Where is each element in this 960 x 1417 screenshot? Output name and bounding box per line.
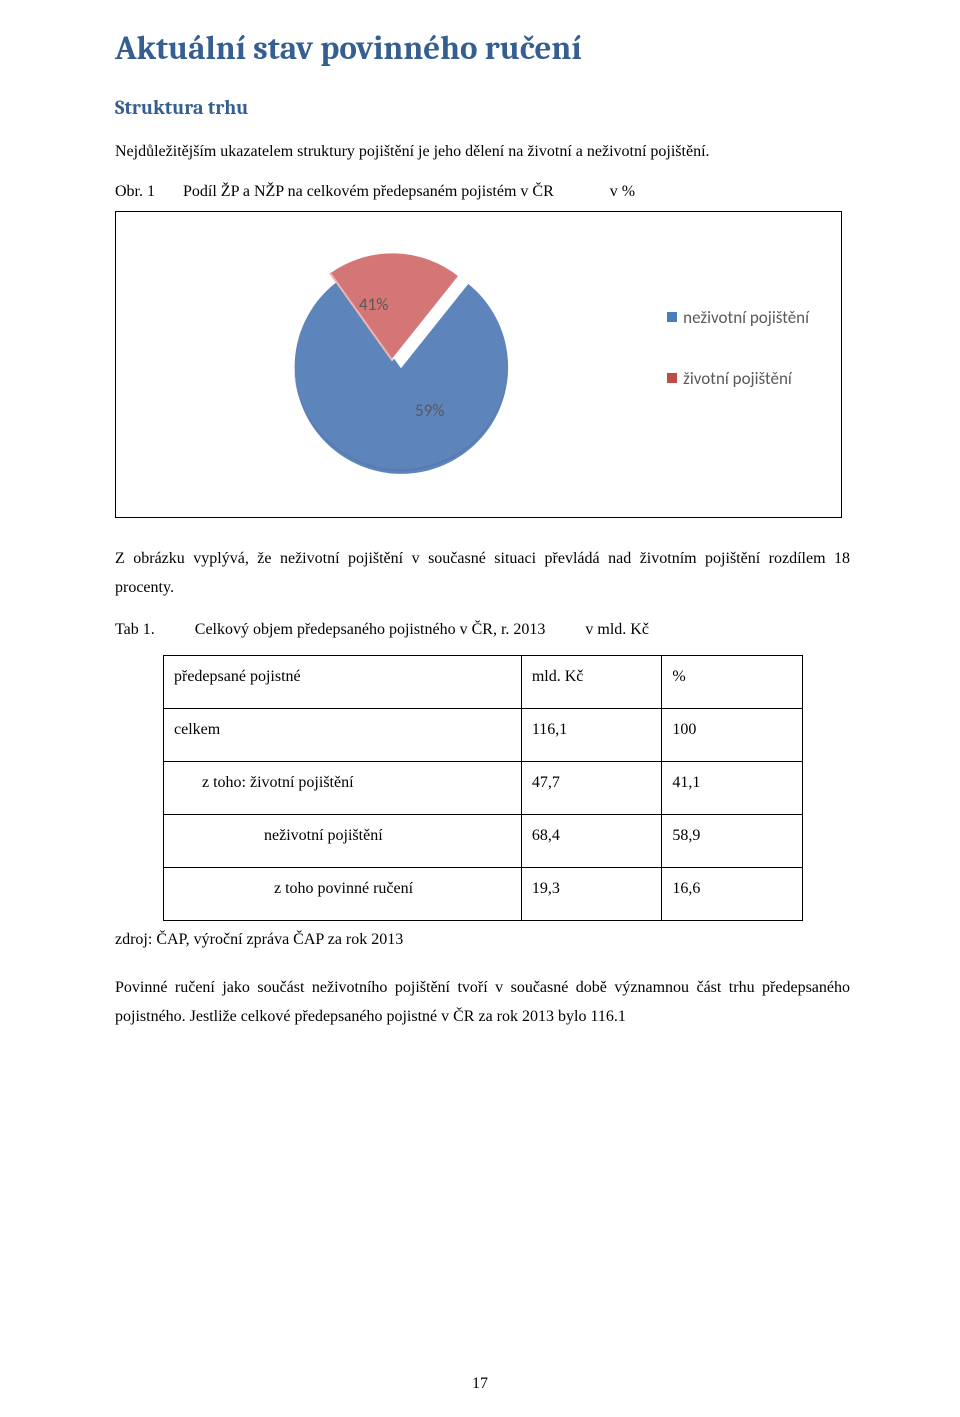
pie-chart-frame: 41% 59% neživotní pojištění životní poji… (115, 211, 842, 518)
table-row: celkem 116,1 100 (164, 708, 803, 761)
table-cell-val: 68,4 (521, 814, 662, 867)
page-title: Aktuální stav povinného ručení (115, 30, 850, 68)
table-cell-pct: 100 (662, 708, 803, 761)
pie-svg (261, 260, 541, 475)
table-caption-unit: v mld. Kč (585, 621, 649, 638)
pie-label-59: 59% (415, 400, 444, 421)
legend-text: životní pojištění (683, 368, 792, 389)
table-header-label: předepsané pojistné (164, 655, 522, 708)
pie-label-41: 41% (359, 294, 388, 315)
data-table: předepsané pojistné mld. Kč % celkem 116… (163, 655, 803, 921)
table-cell-val: 19,3 (521, 867, 662, 920)
figure-caption-lead: Obr. 1 (115, 183, 155, 200)
figure-caption-unit: v % (610, 183, 635, 200)
table-caption-lead: Tab 1. (115, 621, 155, 638)
page-number: 17 (0, 1375, 960, 1393)
table-caption-text: Celkový objem předepsaného pojistného v … (195, 621, 546, 638)
legend-item: životní pojištění (667, 368, 809, 389)
legend-swatch-icon (667, 373, 677, 383)
table-row: z toho povinné ručení 19,3 16,6 (164, 867, 803, 920)
table-row: z toho: životní pojištění 47,7 41,1 (164, 761, 803, 814)
table-row: předepsané pojistné mld. Kč % (164, 655, 803, 708)
table-header-pct: % (662, 655, 803, 708)
table-cell-pct: 16,6 (662, 867, 803, 920)
section-subtitle: Struktura trhu (115, 96, 850, 119)
chart-legend: neživotní pojištění životní pojištění (667, 307, 809, 429)
table-cell-label: z toho: životní pojištění (164, 761, 522, 814)
pie-chart: 41% 59% (261, 260, 541, 475)
legend-item: neživotní pojištění (667, 307, 809, 328)
intro-paragraph: Nejdůležitějším ukazatelem struktury poj… (115, 137, 850, 167)
table-cell-pct: 41,1 (662, 761, 803, 814)
table-cell-label: neživotní pojištění (164, 814, 522, 867)
table-source: zdroj: ČAP, výroční zpráva ČAP za rok 20… (115, 931, 850, 949)
after-chart-paragraph: Z obrázku vyplývá, že neživotní pojištěn… (115, 544, 850, 603)
table-cell-text: z toho povinné ručení (174, 880, 413, 898)
legend-swatch-icon (667, 312, 677, 322)
table-row: neživotní pojištění 68,4 58,9 (164, 814, 803, 867)
table-cell-text: z toho: životní pojištění (174, 774, 354, 792)
table-caption: Tab 1. Celkový objem předepsaného pojist… (115, 621, 850, 639)
table-header-val: mld. Kč (521, 655, 662, 708)
legend-text: neživotní pojištění (683, 307, 809, 328)
table-cell-val: 47,7 (521, 761, 662, 814)
figure-caption: Obr. 1 Podíl ŽP a NŽP na celkovém předep… (115, 183, 850, 201)
table-cell-pct: 58,9 (662, 814, 803, 867)
table-cell-label: z toho povinné ručení (164, 867, 522, 920)
closing-paragraph: Povinné ručení jako součást neživotního … (115, 973, 850, 1032)
page: Aktuální stav povinného ručení Struktura… (0, 0, 960, 1417)
table-cell-label: celkem (164, 708, 522, 761)
table-cell-text: neživotní pojištění (174, 827, 383, 845)
figure-caption-text: Podíl ŽP a NŽP na celkovém předepsaném p… (183, 183, 554, 200)
table-cell-val: 116,1 (521, 708, 662, 761)
